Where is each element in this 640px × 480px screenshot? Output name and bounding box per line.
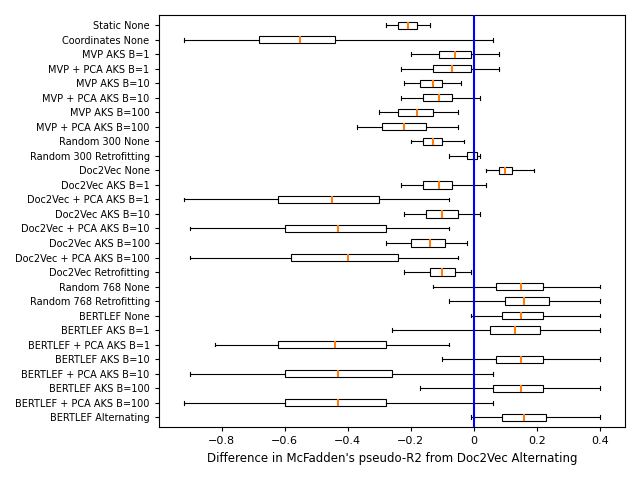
PathPatch shape — [429, 268, 455, 276]
PathPatch shape — [278, 341, 385, 348]
PathPatch shape — [411, 240, 445, 247]
PathPatch shape — [499, 167, 511, 174]
PathPatch shape — [496, 356, 543, 363]
PathPatch shape — [467, 152, 477, 159]
PathPatch shape — [259, 36, 335, 43]
PathPatch shape — [493, 384, 543, 392]
PathPatch shape — [285, 225, 385, 232]
X-axis label: Difference in McFadden's pseudo-R2 from Doc2Vec Alternating: Difference in McFadden's pseudo-R2 from … — [207, 452, 577, 465]
PathPatch shape — [420, 80, 442, 87]
PathPatch shape — [398, 22, 417, 29]
PathPatch shape — [285, 399, 385, 407]
PathPatch shape — [490, 326, 540, 334]
PathPatch shape — [423, 94, 452, 101]
PathPatch shape — [433, 65, 470, 72]
PathPatch shape — [496, 283, 543, 290]
PathPatch shape — [278, 196, 380, 203]
PathPatch shape — [423, 138, 442, 145]
PathPatch shape — [426, 210, 458, 217]
PathPatch shape — [502, 414, 546, 421]
PathPatch shape — [502, 312, 543, 319]
PathPatch shape — [291, 254, 398, 261]
PathPatch shape — [439, 50, 470, 58]
PathPatch shape — [505, 298, 549, 305]
PathPatch shape — [382, 123, 426, 131]
PathPatch shape — [285, 370, 392, 377]
PathPatch shape — [398, 108, 433, 116]
PathPatch shape — [423, 181, 452, 189]
